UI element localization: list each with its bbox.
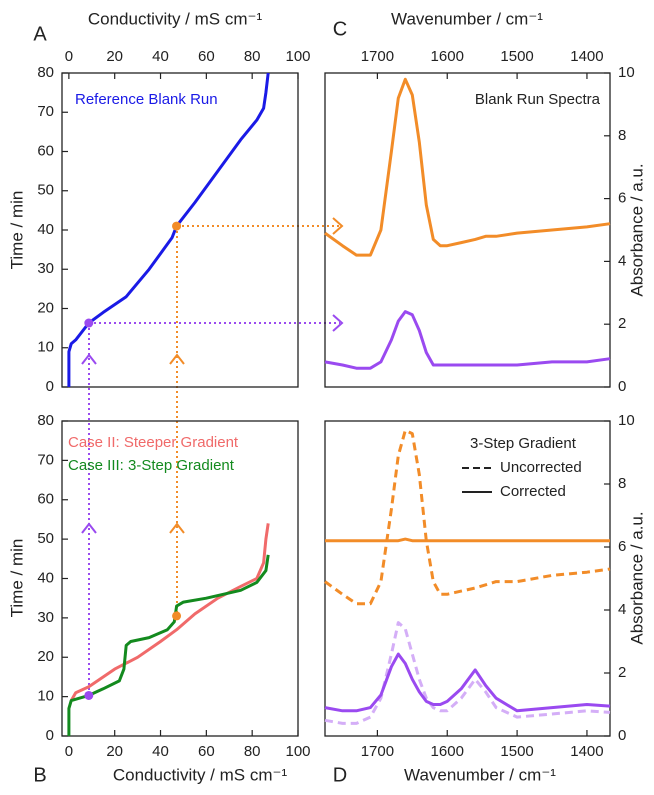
y-tick-label: 10 xyxy=(37,688,54,705)
arrowhead xyxy=(81,353,97,534)
y-tick-label: 20 xyxy=(37,648,54,665)
y-tick-label: 0 xyxy=(46,378,54,395)
y-tick-label: 4 xyxy=(618,601,626,618)
series-label: Reference Blank Run xyxy=(75,91,218,108)
y-axis-title: Absorbance / a.u. xyxy=(627,163,646,296)
x-tick-label: 1500 xyxy=(500,743,533,760)
x-tick-label: 60 xyxy=(198,48,215,65)
x-tick-label: 60 xyxy=(198,743,215,760)
y-tick-label: 60 xyxy=(37,142,54,159)
x-tick-label: 0 xyxy=(65,743,73,760)
y-tick-label: 0 xyxy=(618,378,626,395)
y-tick-label: 10 xyxy=(37,339,54,356)
y-tick-label: 80 xyxy=(37,412,54,429)
y-tick-label: 4 xyxy=(618,252,626,269)
legend-label: Uncorrected xyxy=(500,459,582,476)
marker-point xyxy=(172,611,182,621)
y-axis-title: Time / min xyxy=(7,191,26,270)
annotation: Blank Run Spectra xyxy=(475,91,601,108)
y-tick-label: 70 xyxy=(37,451,54,468)
y-tick-label: 30 xyxy=(37,260,54,277)
marker-point xyxy=(84,690,94,700)
plot-frame xyxy=(61,72,299,388)
y-tick-label: 50 xyxy=(37,530,54,547)
y-tick-label: 6 xyxy=(618,538,626,555)
panel: B Conductivity / mS cm⁻¹ Time / min 0 20 40 60… xyxy=(7,412,310,786)
y-tick-label: 2 xyxy=(618,315,626,332)
series-line xyxy=(324,652,611,713)
y-axis-title: Absorbance / a.u. xyxy=(627,511,646,644)
x-tick-label: 1700 xyxy=(361,48,394,65)
x-axis-title: Conductivity / mS cm⁻¹ xyxy=(88,9,263,28)
y-tick-label: 8 xyxy=(618,127,626,144)
y-axis-title: Time / min xyxy=(7,539,26,618)
series-line xyxy=(67,72,270,387)
series-line xyxy=(324,77,611,257)
plot-frame xyxy=(324,420,611,737)
y-tick-label: 20 xyxy=(37,299,54,316)
panel: C Wavenumber / cm⁻¹ Absorbance / a.u. 1700 1… xyxy=(324,9,646,395)
guide-line xyxy=(88,322,340,695)
arrowhead xyxy=(169,353,185,534)
y-tick-label: 80 xyxy=(37,64,54,81)
x-tick-label: 80 xyxy=(244,743,261,760)
x-tick-label: 1400 xyxy=(570,743,603,760)
x-tick-label: 0 xyxy=(65,48,73,65)
series-line xyxy=(324,428,611,606)
series-line xyxy=(324,621,611,725)
y-tick-label: 40 xyxy=(37,221,54,238)
series-line xyxy=(325,537,610,543)
y-tick-label: 40 xyxy=(37,569,54,586)
x-tick-label: 20 xyxy=(106,743,123,760)
x-tick-label: 1500 xyxy=(500,48,533,65)
y-tick-label: 6 xyxy=(618,190,626,207)
x-tick-label: 1600 xyxy=(431,743,464,760)
series-label: Case III: 3-Step Gradient xyxy=(68,457,235,474)
legend-label: Corrected xyxy=(500,483,566,500)
marker-point xyxy=(84,318,94,328)
y-tick-label: 10 xyxy=(618,64,635,81)
y-tick-label: 50 xyxy=(37,182,54,199)
x-tick-label: 80 xyxy=(244,48,261,65)
panel-letter: B xyxy=(33,764,46,786)
panel-letter: A xyxy=(33,23,47,45)
panel-letter: C xyxy=(333,18,347,40)
x-tick-label: 1400 xyxy=(570,48,603,65)
x-tick-label: 1600 xyxy=(431,48,464,65)
series-line xyxy=(69,523,270,702)
y-tick-label: 0 xyxy=(46,727,54,744)
x-tick-label: 40 xyxy=(152,48,169,65)
plot-frame xyxy=(324,72,611,388)
series-label: Case II: Steeper Gradient xyxy=(68,434,239,451)
x-axis-title: Conductivity / mS cm⁻¹ xyxy=(113,765,288,784)
panel: A Conductivity / mS cm⁻¹ Time / min 0 20 40 60… xyxy=(7,9,310,394)
y-tick-label: 70 xyxy=(37,103,54,120)
x-tick-label: 100 xyxy=(285,743,310,760)
panel: D Wavenumber / cm⁻¹ Absorbance / a.u. 1700 1… xyxy=(324,412,646,786)
marker-point xyxy=(172,221,182,231)
y-tick-label: 2 xyxy=(618,664,626,681)
x-tick-label: 100 xyxy=(285,48,310,65)
arrowhead xyxy=(332,217,344,235)
y-tick-label: 0 xyxy=(618,727,626,744)
legend-title: 3-Step Gradient xyxy=(470,435,577,452)
x-tick-label: 20 xyxy=(106,48,123,65)
x-tick-label: 40 xyxy=(152,743,169,760)
series-line xyxy=(324,310,611,370)
x-axis-title: Wavenumber / cm⁻¹ xyxy=(391,9,543,28)
arrowhead xyxy=(332,314,344,332)
y-tick-label: 10 xyxy=(618,412,635,429)
panel-letter: D xyxy=(333,764,347,786)
y-tick-label: 30 xyxy=(37,609,54,626)
y-tick-label: 60 xyxy=(37,491,54,508)
y-tick-label: 8 xyxy=(618,475,626,492)
series-line xyxy=(67,554,270,736)
x-axis-title: Wavenumber / cm⁻¹ xyxy=(404,765,556,784)
x-tick-label: 1700 xyxy=(361,743,394,760)
